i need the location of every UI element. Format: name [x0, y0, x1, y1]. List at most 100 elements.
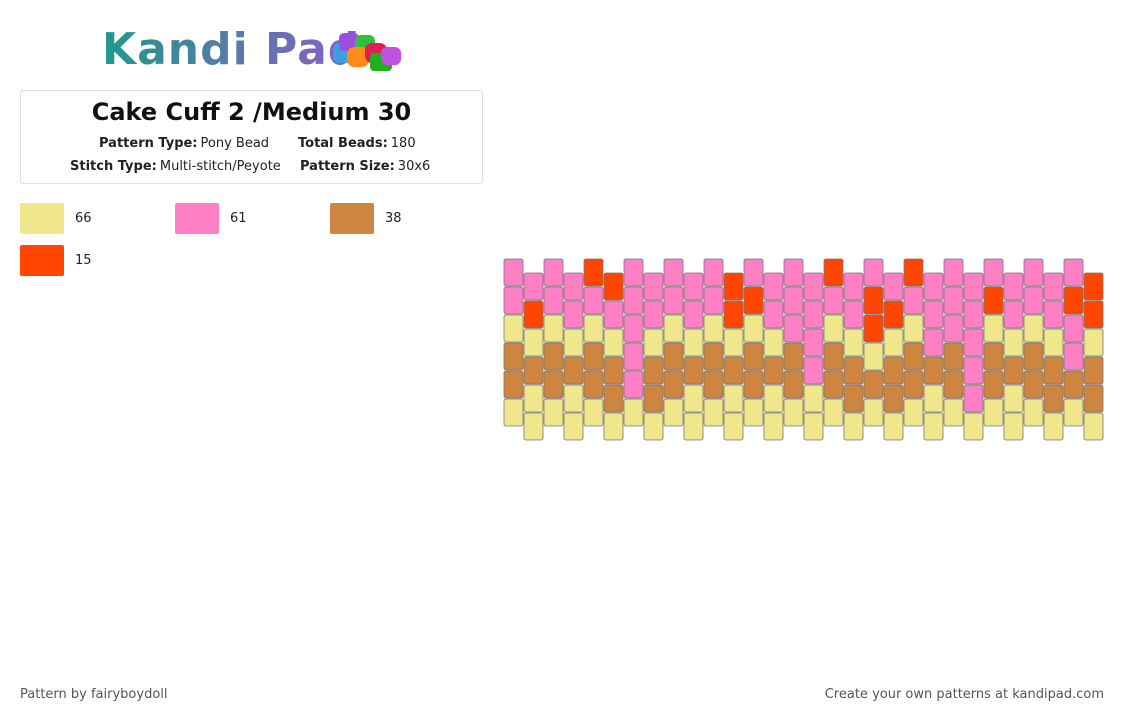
bead [983, 370, 1004, 399]
bead [1083, 300, 1104, 329]
bead [723, 412, 744, 441]
bead [803, 356, 824, 385]
bead [943, 342, 964, 371]
bead [703, 342, 724, 371]
bead [563, 412, 584, 441]
bead [583, 314, 604, 343]
bead [603, 328, 624, 357]
bead [643, 356, 664, 385]
bead [683, 328, 704, 357]
bead [883, 356, 904, 385]
bead [903, 258, 924, 287]
bead [663, 370, 684, 399]
bead [963, 300, 984, 329]
bead [923, 384, 944, 413]
bead [963, 356, 984, 385]
bead [623, 370, 644, 399]
bead [503, 370, 524, 399]
bead [523, 272, 544, 301]
bead [683, 412, 704, 441]
bead [683, 384, 704, 413]
bead [763, 384, 784, 413]
bead [683, 300, 704, 329]
bead [663, 314, 684, 343]
bead [703, 370, 724, 399]
bead [823, 370, 844, 399]
bead [583, 342, 604, 371]
bead [1043, 328, 1064, 357]
bead [523, 412, 544, 441]
field-label: Pattern Size: [300, 159, 395, 174]
bead [703, 286, 724, 315]
bead [603, 384, 624, 413]
bead [983, 314, 1004, 343]
bead [823, 398, 844, 427]
bead [983, 286, 1004, 315]
bead [663, 258, 684, 287]
bead [763, 272, 784, 301]
bead [623, 314, 644, 343]
bead [783, 258, 804, 287]
bead [1003, 356, 1024, 385]
bead [503, 258, 524, 287]
bead [563, 328, 584, 357]
bead [783, 342, 804, 371]
bead [763, 300, 784, 329]
bead [863, 342, 884, 371]
bead [723, 356, 744, 385]
bead [943, 258, 964, 287]
legend-swatch [175, 203, 219, 234]
legend-count: 38 [385, 211, 402, 226]
bead [583, 286, 604, 315]
bead [983, 342, 1004, 371]
logo: Kandi Pad [102, 24, 361, 75]
bead [843, 356, 864, 385]
bead [1063, 370, 1084, 399]
bead [503, 314, 524, 343]
bead [503, 398, 524, 427]
bead [1003, 412, 1024, 441]
bead [863, 370, 884, 399]
bead [783, 370, 804, 399]
bead [663, 398, 684, 427]
bead [683, 356, 704, 385]
bead [823, 286, 844, 315]
bead [1063, 314, 1084, 343]
bead [1063, 398, 1084, 427]
logo-beads [333, 33, 401, 71]
bead [563, 356, 584, 385]
bead [723, 384, 744, 413]
bead [743, 398, 764, 427]
bead [603, 356, 624, 385]
bead [923, 412, 944, 441]
bead [1003, 384, 1024, 413]
bead [883, 328, 904, 357]
bead [763, 328, 784, 357]
bead [783, 398, 804, 427]
bead [743, 258, 764, 287]
bead [923, 356, 944, 385]
bead [823, 258, 844, 287]
field: Total Beads: 180 [298, 136, 416, 151]
footer-link[interactable]: Create your own patterns at kandipad.com [824, 687, 1104, 702]
bead [1063, 258, 1084, 287]
bead [1003, 272, 1024, 301]
bead [1083, 272, 1104, 301]
bead [803, 300, 824, 329]
bead [903, 370, 924, 399]
field: Pattern Type: Pony Bead [99, 136, 269, 151]
bead [923, 300, 944, 329]
bead [1023, 398, 1044, 427]
bead [983, 258, 1004, 287]
bead [1083, 356, 1104, 385]
bead [683, 272, 704, 301]
bead [983, 398, 1004, 427]
bead [923, 328, 944, 357]
bead [863, 398, 884, 427]
bead [963, 412, 984, 441]
field: Pattern Size: 30x6 [300, 159, 430, 174]
bead [843, 384, 864, 413]
field-value: Pony Bead [200, 136, 270, 151]
